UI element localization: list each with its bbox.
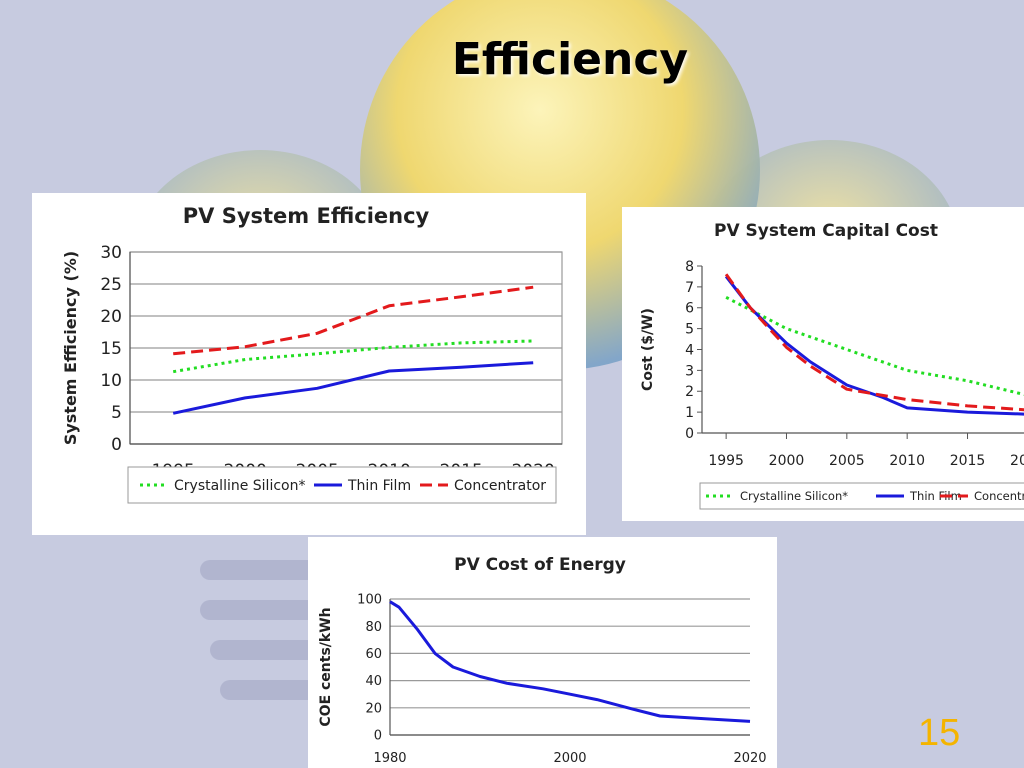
x-tick-label: 2015 xyxy=(950,453,986,469)
slide-title: Efficiency xyxy=(451,34,689,85)
y-axis-label: COE cents/kWh xyxy=(318,607,334,726)
x-tick-label: 2005 xyxy=(829,453,865,469)
series-line-crystalline-silicon xyxy=(725,295,1024,397)
y-tick-label: 100 xyxy=(357,593,382,608)
series-line-crystalline-silicon xyxy=(172,339,534,374)
y-tick-label: 60 xyxy=(365,647,382,662)
x-tick-label: 2000 xyxy=(769,453,805,469)
legend-label: Thin Film xyxy=(347,478,411,494)
legend-label: Thin Film xyxy=(909,489,962,503)
y-tick-label: 6 xyxy=(685,301,694,317)
page-number: 15 xyxy=(918,712,961,754)
y-tick-label: 25 xyxy=(100,275,122,295)
y-tick-label: 1 xyxy=(685,405,694,421)
y-axis-label: Cost ($/W) xyxy=(640,308,656,391)
x-tick-label: 1995 xyxy=(708,453,744,469)
series-line-thin-film xyxy=(172,361,534,415)
y-tick-label: 40 xyxy=(365,674,382,689)
chart-title: PV System Efficiency xyxy=(183,204,430,228)
y-tick-label: 4 xyxy=(685,342,694,358)
y-tick-label: 2 xyxy=(685,384,694,400)
y-tick-label: 5 xyxy=(685,322,694,338)
y-tick-label: 8 xyxy=(685,259,694,275)
x-tick-label: 2020 xyxy=(1010,453,1024,469)
series-line-cost-of-energy xyxy=(389,600,751,723)
legend-label: Crystalline Silicon* xyxy=(174,478,305,494)
series-line-concentrator xyxy=(173,285,534,356)
y-tick-label: 0 xyxy=(111,435,122,455)
y-tick-label: 20 xyxy=(365,701,382,716)
y-axis-label: System Efficiency (%) xyxy=(61,251,80,445)
chart-title: PV System Capital Cost xyxy=(714,221,938,241)
chart-cost-of-energy: PV Cost of Energy 0 20 40 60 80 100 1980 2000 202… xyxy=(318,555,767,766)
legend-label: Concentrator xyxy=(974,489,1024,503)
chart-panel-efficiency: PV System Efficiency05101520253019952000… xyxy=(32,193,586,535)
chart-efficiency: PV System Efficiency05101520253019952000… xyxy=(61,204,563,504)
y-tick-label: 15 xyxy=(100,339,122,359)
legend-label: Concentrator xyxy=(454,478,546,494)
chart-capital-cost: PV System Capital Cost 0 1 2 3 4 5 6 7 8 1995 2000 2… xyxy=(640,221,1024,510)
y-tick-label: 0 xyxy=(685,426,694,442)
series-line-concentrator xyxy=(724,273,1024,412)
legend-label: Crystalline Silicon* xyxy=(740,489,848,503)
x-tick-label: 2000 xyxy=(553,751,586,766)
x-tick-label: 2010 xyxy=(889,453,925,469)
y-tick-label: 3 xyxy=(685,363,694,379)
chart-title: PV Cost of Energy xyxy=(454,555,626,575)
y-tick-label: 7 xyxy=(685,280,694,296)
legend-box xyxy=(699,482,1024,510)
chart-panel-capital-cost: PV System Capital Cost 0 1 2 3 4 5 6 7 8 1995 2000 2… xyxy=(622,207,1024,521)
y-tick-label: 10 xyxy=(100,371,122,391)
series-line-thin-film xyxy=(724,275,1024,416)
chart-panel-cost-of-energy: PV Cost of Energy 0 20 40 60 80 100 1980 2000 202… xyxy=(308,537,777,768)
y-tick-label: 20 xyxy=(100,307,122,327)
y-tick-label: 0 xyxy=(374,729,382,744)
x-tick-label: 1980 xyxy=(373,751,406,766)
y-tick-label: 5 xyxy=(111,403,122,423)
y-tick-label: 80 xyxy=(365,620,382,635)
y-tick-label: 30 xyxy=(100,243,122,263)
x-tick-label: 2020 xyxy=(733,751,766,766)
